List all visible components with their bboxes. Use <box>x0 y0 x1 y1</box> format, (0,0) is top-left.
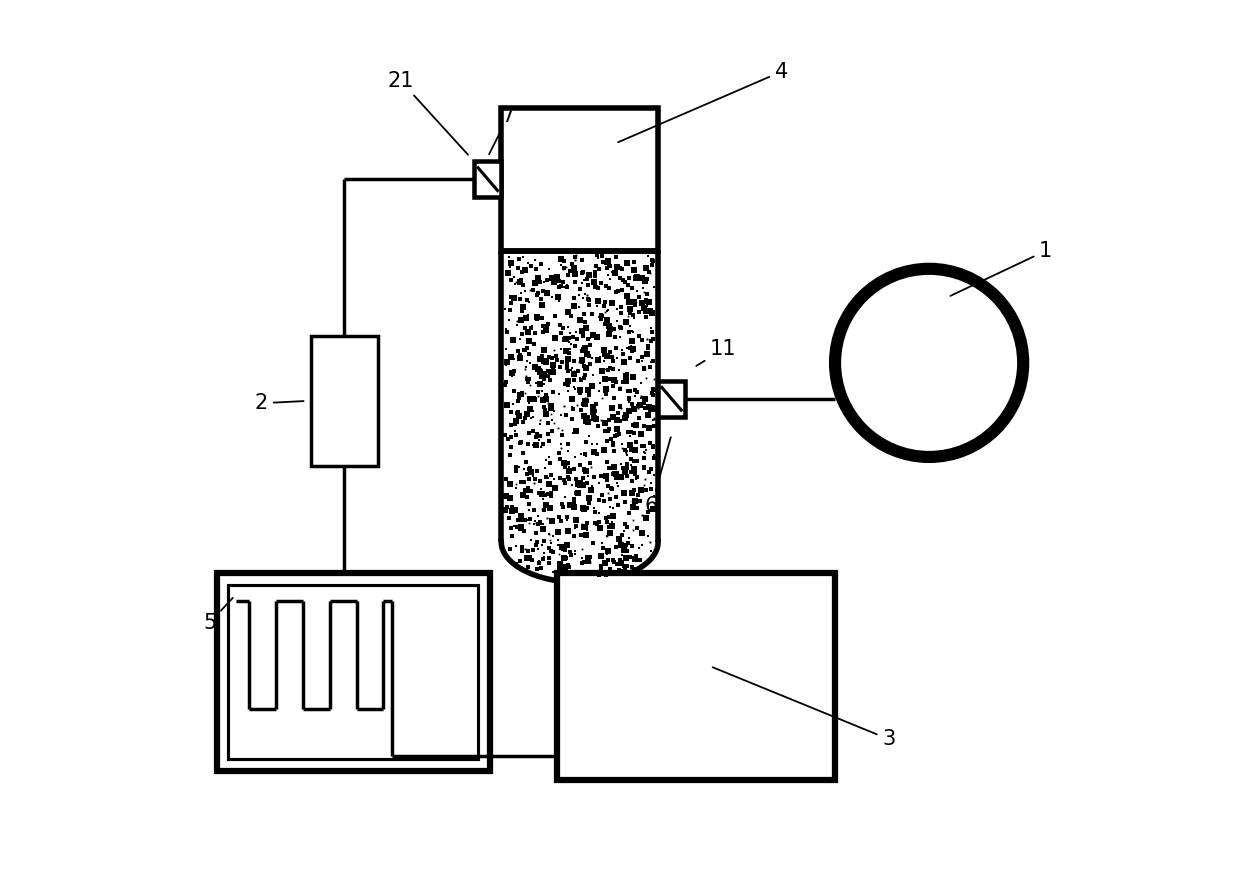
Text: 5: 5 <box>203 598 233 633</box>
Bar <box>557 573 835 780</box>
Bar <box>658 381 684 417</box>
Bar <box>501 108 658 251</box>
Text: 3: 3 <box>713 668 895 749</box>
Text: 4: 4 <box>618 62 787 142</box>
Text: 6: 6 <box>645 437 671 516</box>
Text: 21: 21 <box>387 71 467 155</box>
Bar <box>217 573 490 771</box>
Bar <box>228 585 479 759</box>
Text: 1: 1 <box>950 241 1053 296</box>
Text: 2: 2 <box>255 393 304 413</box>
Bar <box>475 161 501 197</box>
Text: 7: 7 <box>489 107 515 154</box>
Text: 11: 11 <box>697 340 737 366</box>
Bar <box>311 336 378 466</box>
